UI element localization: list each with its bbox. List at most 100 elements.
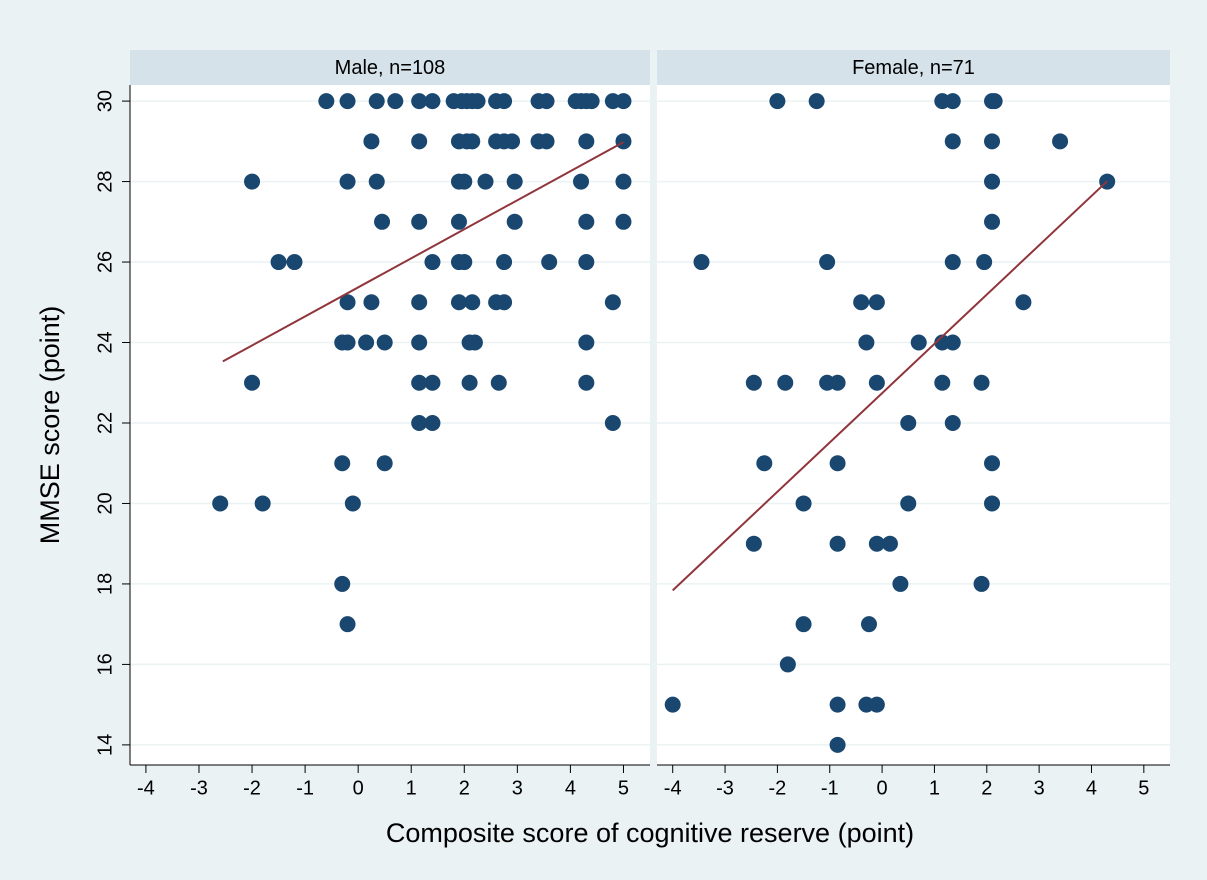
point <box>829 535 846 552</box>
y-tick-label: 16 <box>94 653 116 675</box>
point <box>450 294 467 311</box>
point <box>795 495 812 512</box>
point <box>984 133 1001 150</box>
point <box>424 254 441 271</box>
point <box>387 93 404 110</box>
point <box>286 254 303 271</box>
point <box>411 213 428 230</box>
panel-title: Male, n=108 <box>335 57 446 79</box>
x-tick-label: 0 <box>877 777 888 799</box>
point <box>450 213 467 230</box>
point <box>424 93 441 110</box>
point <box>212 495 229 512</box>
point <box>944 254 961 271</box>
point <box>868 535 885 552</box>
point <box>573 173 590 190</box>
point <box>376 455 393 472</box>
point <box>615 213 632 230</box>
point <box>984 495 1001 512</box>
point <box>808 93 825 110</box>
point <box>270 254 287 271</box>
x-tick-label: -4 <box>664 777 682 799</box>
x-tick-label: -3 <box>190 777 208 799</box>
point <box>892 575 909 592</box>
point <box>411 334 428 351</box>
point <box>604 294 621 311</box>
point <box>868 294 885 311</box>
point <box>461 374 478 391</box>
point <box>1015 294 1032 311</box>
point <box>506 213 523 230</box>
point <box>411 374 428 391</box>
point <box>795 616 812 633</box>
point <box>745 535 762 552</box>
y-tick-label: 28 <box>94 170 116 192</box>
x-tick-label: 4 <box>1086 777 1097 799</box>
point <box>504 133 521 150</box>
point <box>944 133 961 150</box>
plot-area <box>130 85 650 765</box>
point <box>578 374 595 391</box>
x-tick-label: 3 <box>512 777 523 799</box>
point <box>411 294 428 311</box>
x-tick-label: 1 <box>406 777 417 799</box>
y-tick-label: 24 <box>94 331 116 353</box>
point <box>861 616 878 633</box>
point <box>984 173 1001 190</box>
point <box>745 374 762 391</box>
fit-line <box>222 141 624 363</box>
point <box>477 173 494 190</box>
point <box>1052 133 1069 150</box>
point <box>339 93 356 110</box>
point <box>578 133 595 150</box>
point <box>976 254 993 271</box>
y-tick-label: 30 <box>94 90 116 112</box>
point <box>244 173 261 190</box>
point <box>829 455 846 472</box>
point <box>363 294 380 311</box>
point <box>339 616 356 633</box>
point <box>756 455 773 472</box>
point <box>538 93 555 110</box>
point <box>615 93 632 110</box>
point <box>339 173 356 190</box>
fit-line <box>672 180 1108 592</box>
point <box>318 93 335 110</box>
point <box>578 334 595 351</box>
point <box>339 294 356 311</box>
point <box>496 93 513 110</box>
panel-header <box>657 50 1170 85</box>
point <box>615 133 632 150</box>
point <box>868 374 885 391</box>
point <box>578 213 595 230</box>
point <box>538 133 555 150</box>
point <box>829 736 846 753</box>
point <box>900 414 917 431</box>
point <box>456 173 473 190</box>
panel-header <box>130 50 650 85</box>
point <box>819 254 836 271</box>
point <box>496 254 513 271</box>
x-tick-label: 5 <box>618 777 629 799</box>
point <box>769 93 786 110</box>
point <box>693 254 710 271</box>
point <box>984 213 1001 230</box>
point <box>615 173 632 190</box>
point <box>944 414 961 431</box>
point <box>881 535 898 552</box>
point <box>490 374 507 391</box>
x-tick-label: -1 <box>821 777 839 799</box>
point <box>363 133 380 150</box>
point <box>374 213 391 230</box>
point <box>466 334 483 351</box>
point <box>578 254 595 271</box>
point <box>344 495 361 512</box>
point <box>368 173 385 190</box>
point <box>334 575 351 592</box>
point <box>244 374 261 391</box>
point <box>464 294 481 311</box>
x-tick-label: -3 <box>716 777 734 799</box>
point <box>973 374 990 391</box>
y-tick-label: 14 <box>94 734 116 756</box>
point <box>900 495 917 512</box>
